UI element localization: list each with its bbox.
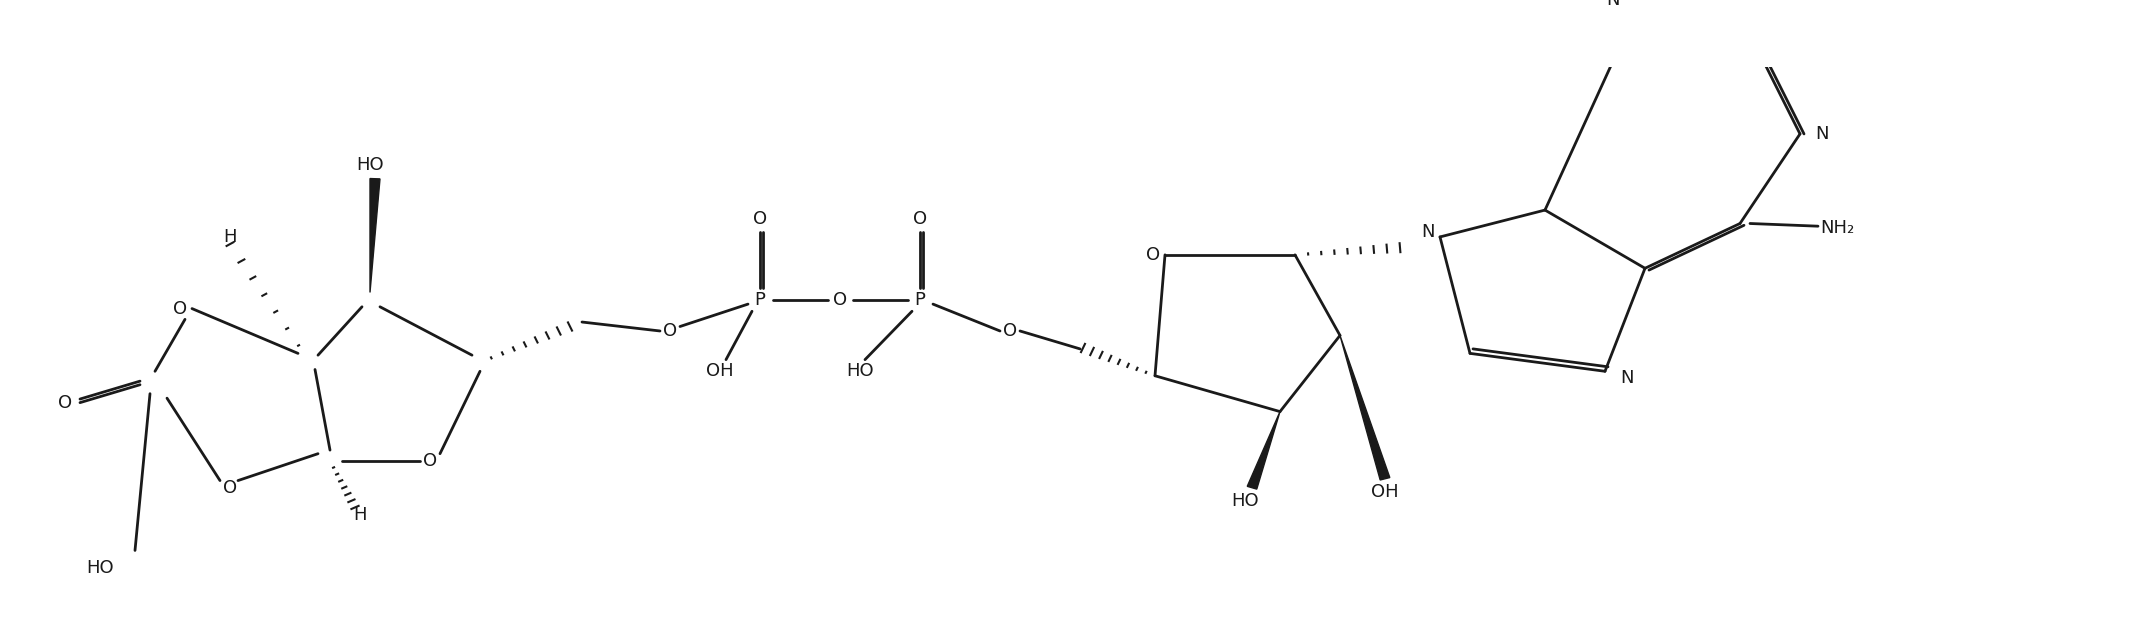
Text: N: N [1621, 369, 1634, 387]
Text: HO: HO [846, 362, 873, 380]
Text: O: O [914, 210, 927, 228]
Text: HO: HO [356, 156, 383, 174]
Text: O: O [1003, 322, 1016, 340]
Text: O: O [224, 479, 236, 497]
Text: HO: HO [1231, 492, 1259, 510]
Text: O: O [58, 394, 72, 412]
Text: P: P [914, 291, 924, 308]
Text: O: O [833, 291, 848, 308]
Text: O: O [1146, 246, 1161, 264]
Text: N: N [1421, 223, 1436, 241]
Text: H: H [224, 228, 236, 246]
Text: O: O [752, 210, 767, 228]
Text: NH₂: NH₂ [1819, 219, 1855, 237]
Text: H: H [354, 506, 366, 524]
Text: O: O [662, 322, 677, 340]
Text: OH: OH [1372, 483, 1399, 501]
Polygon shape [1340, 335, 1389, 480]
Text: N: N [1815, 125, 1828, 143]
Text: OH: OH [707, 362, 735, 380]
Text: HO: HO [85, 559, 113, 577]
Polygon shape [1248, 412, 1280, 489]
Text: P: P [754, 291, 765, 308]
Polygon shape [371, 179, 379, 292]
Text: O: O [173, 300, 187, 317]
Text: O: O [424, 452, 437, 470]
Text: N: N [1606, 0, 1621, 8]
